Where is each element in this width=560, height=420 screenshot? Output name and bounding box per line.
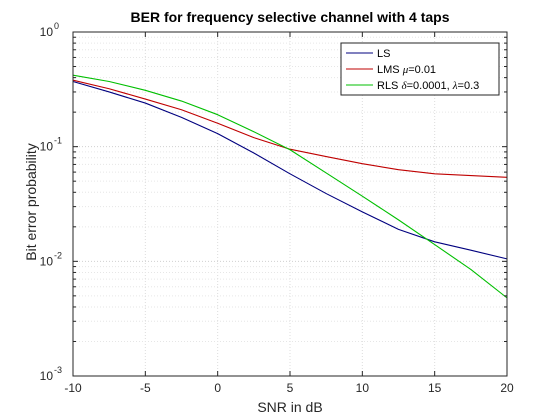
x-tick-label: 20 [500, 381, 514, 395]
x-tick-label: -5 [140, 381, 151, 395]
legend-entry-1: LMS μ=0.01 [377, 64, 436, 76]
legend-suffix: =0.3 [458, 80, 480, 92]
x-tick-label: -10 [64, 381, 82, 395]
y-tick-label: 10 [40, 140, 54, 154]
legend-middle: =0.0001, [407, 80, 453, 92]
y-tick-label: 10 [40, 369, 54, 383]
series-lines [72, 74, 508, 299]
y-tick-label: 10 [40, 25, 54, 39]
y-tick-exponent: -1 [54, 136, 62, 146]
legend-prefix: RLS [377, 80, 401, 92]
series-line-0 [72, 80, 508, 260]
legend-symbol2: λ [452, 80, 458, 92]
y-axis-label: Bit error probability [23, 143, 39, 261]
legend: LS LMS μ=0.01 RLS δ=0.0001, λ=0.3 [340, 42, 500, 96]
legend-middle: =0.01 [408, 64, 436, 76]
x-tick-label: 0 [214, 381, 221, 395]
y-tick-label: 10 [40, 254, 54, 268]
x-axis-label: SNR in dB [257, 399, 322, 415]
y-tick-exponent: 0 [54, 21, 59, 31]
legend-prefix: LMS [377, 64, 403, 76]
legend-symbol: δ [401, 80, 407, 92]
chart-title: BER for frequency selective channel with… [131, 9, 450, 25]
x-tick-label: 5 [287, 381, 294, 395]
grid [72, 31, 508, 377]
legend-prefix: LS [377, 48, 390, 60]
x-tick-label: 10 [356, 381, 370, 395]
y-tick-exponent: -2 [54, 250, 62, 260]
y-tick-exponent: -3 [54, 365, 62, 375]
x-tick-label: 15 [428, 381, 442, 395]
legend-entry-0: LS [377, 48, 390, 60]
series-line-2 [72, 74, 508, 299]
legend-entry-2: RLS δ=0.0001, λ=0.3 [377, 80, 479, 92]
legend-symbol: μ [402, 64, 409, 76]
